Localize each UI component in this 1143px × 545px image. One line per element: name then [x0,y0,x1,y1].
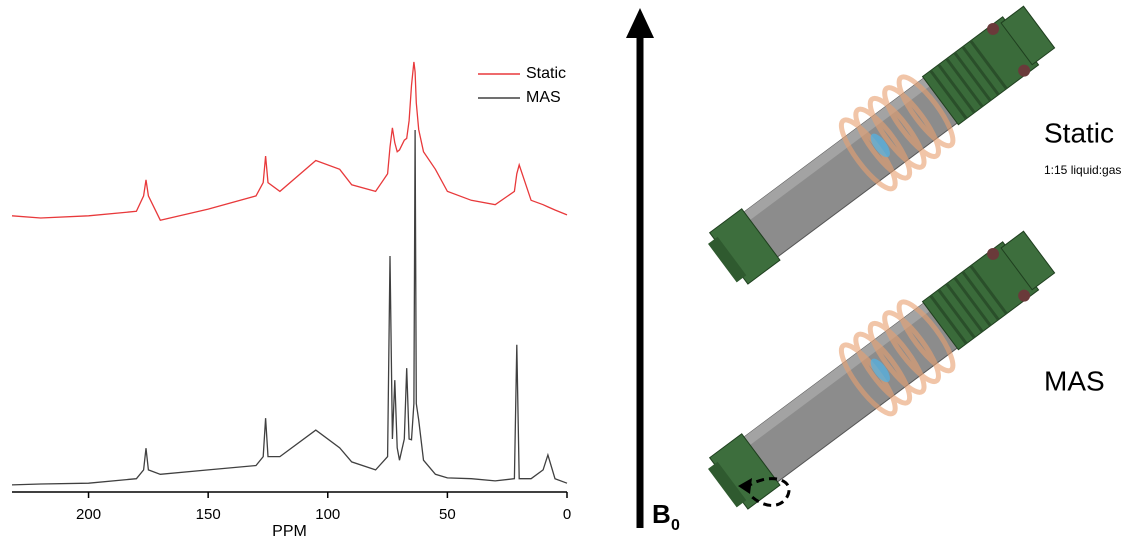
field-arrow [626,8,654,528]
spectrum-line [11,129,568,486]
static-label: Static [1044,117,1114,148]
x-tick-label: 100 [315,506,340,523]
x-axis-label: PPM [272,523,307,540]
spin-arrow-head [738,478,752,494]
field-label: B [652,499,671,529]
x-tick-label: 50 [439,506,456,523]
mas-label: MAS [1044,365,1105,396]
legend-label: MAS [526,89,561,106]
x-tick-label: 0 [563,506,571,523]
static-note: 1:15 liquid:gas [1044,163,1121,177]
x-tick-label: 150 [196,506,221,523]
x-tick-label: 200 [76,506,101,523]
legend-label: Static [526,65,566,82]
field-subscript: 0 [671,517,680,534]
spectrum-line [11,61,568,221]
